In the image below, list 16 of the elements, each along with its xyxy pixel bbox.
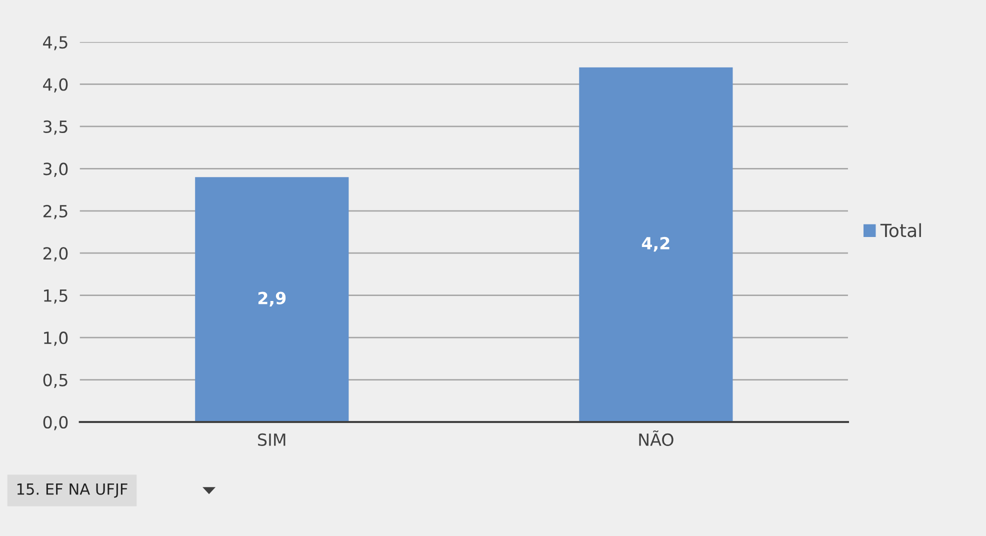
y-tick-label: 4,0 <box>43 78 68 93</box>
y-tick-label: 2,5 <box>43 204 68 220</box>
y-tick-label: 0,5 <box>43 374 68 388</box>
x-tick-label: NÃO <box>639 430 674 446</box>
legend-label: Total <box>880 223 921 238</box>
y-tick-label: 3,0 <box>44 162 68 177</box>
text: 15. EF NA UFJF <box>17 484 128 498</box>
data-label: 2,9 <box>258 292 286 307</box>
y-tick-label: 2,0 <box>43 247 68 262</box>
y-tick-label: 0,0 <box>43 416 68 430</box>
y-tick-label: 1,0 <box>44 332 68 346</box>
y-tick-label: 4,5 <box>43 36 68 50</box>
data-label: 4,2 <box>642 236 670 252</box>
y-tick-label: 3,5 <box>44 120 68 135</box>
y-tick-label: 1,5 <box>44 290 68 304</box>
x-tick-label: SIM <box>258 433 286 446</box>
